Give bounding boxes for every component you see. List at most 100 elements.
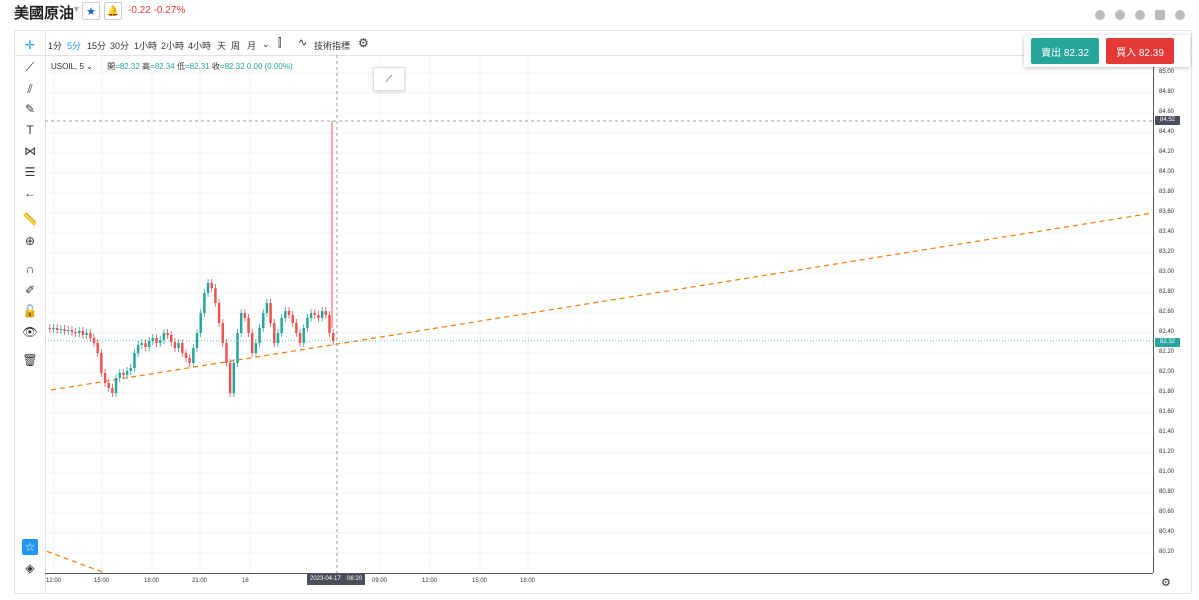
time-tick-label: 18:00 (144, 578, 160, 584)
time-tick-label: 12:00 (46, 578, 62, 584)
brush-icon[interactable]: ✎ (24, 102, 36, 116)
layers-icon[interactable]: ◈ (25, 561, 35, 575)
candle-body (254, 343, 258, 353)
top-bar: 美國原油 ▼ ★ 🔔 -0.22 -0.27% (0, 0, 1199, 24)
price-tick-label: 82.20 (1159, 349, 1175, 355)
candle-body (199, 313, 202, 333)
price-axis[interactable]: 85.00 84.80 84.60 84.40 84.20 84.00 83.80 83.60… (1153, 55, 1191, 573)
candle-body (63, 329, 66, 331)
tf-1h[interactable]: 1小時 (134, 41, 158, 51)
candle-body (225, 343, 228, 363)
candle-body (262, 313, 265, 328)
candle-body (155, 338, 158, 343)
tf-week[interactable]: 周 (231, 41, 241, 51)
price-tick-label: 82.40 (1159, 329, 1175, 335)
pie-chart-icon[interactable] (1095, 10, 1105, 20)
trend-line-icon[interactable]: ⟋ (25, 59, 35, 74)
candle-body (273, 323, 276, 343)
tf-month[interactable]: 月 (247, 41, 257, 51)
settings-icon[interactable]: ⚙ (1161, 577, 1171, 589)
tf-4h[interactable]: 4小時 (188, 41, 212, 51)
lock-icon[interactable]: 🔓 (22, 304, 38, 318)
bell-icon[interactable]: 🔔 (104, 2, 122, 20)
zoom-in-icon[interactable]: ⊕ (24, 234, 36, 248)
crosshair-clock-tag: 06:20 (344, 574, 366, 585)
trash-icon[interactable]: 🗑 (22, 353, 38, 367)
favorite-star-icon[interactable]: ☆ (22, 539, 38, 555)
price-tick-label: 81.80 (1159, 389, 1175, 395)
chevron-down-icon[interactable]: ▼ (72, 4, 81, 14)
tf-30m[interactable]: 30分 (110, 41, 130, 51)
candle-body (280, 318, 283, 333)
candle-body (239, 313, 243, 333)
pitchfork-icon[interactable]: ⫽ (27, 81, 33, 96)
ruler-icon[interactable]: 📏 (22, 212, 38, 226)
candle-body (228, 363, 232, 393)
candle-body (147, 341, 151, 347)
drawing-settings-icon[interactable]: ⟋ (373, 67, 405, 91)
chevron-down-icon[interactable]: ⌄ (83, 62, 93, 71)
tf-2h[interactable]: 2小時 (161, 41, 185, 51)
trend-line-lower (45, 549, 106, 573)
time-tick-label: 15:00 (94, 578, 110, 584)
chevron-down-icon[interactable]: ⌄ (262, 39, 270, 49)
compass-icon[interactable] (1115, 10, 1125, 20)
time-axis[interactable]: 12:00 15:00 18:00 21:00 16 09:00 12:00 15:00 18:… (45, 573, 1153, 592)
fib-icon[interactable]: ☰ (24, 165, 36, 179)
legend-open: =82.32 (115, 62, 140, 71)
candle-body (276, 333, 280, 343)
legend-close-label: 收 (211, 62, 220, 71)
price-tick-label: 84.40 (1159, 129, 1175, 135)
price-tick-label: 83.80 (1159, 189, 1175, 195)
candle-body (295, 323, 298, 333)
price-tick-label: 82.00 (1159, 369, 1175, 375)
info-icon[interactable] (1175, 10, 1185, 20)
pencil-lock-icon[interactable]: ✐ (24, 283, 36, 297)
candle-body (221, 323, 225, 343)
price-change: -0.22 -0.27% (128, 5, 186, 16)
magnet-icon[interactable]: ∩ (25, 262, 35, 276)
candlestick-icon[interactable]: ⫿ (278, 37, 282, 49)
chart-frame: 1分 5分 15分 30分 1小時 2小時 4小時 天 周 月 ⌄ ⫿ ∿ 技術… (14, 30, 1192, 594)
tf-15m[interactable]: 15分 (87, 41, 107, 51)
candle-body (236, 333, 239, 363)
candle-body (214, 288, 217, 303)
candle-body (74, 332, 77, 333)
star-icon[interactable]: ★ (82, 2, 100, 20)
legend-symbol[interactable]: USOIL, 5 (51, 62, 84, 71)
top-right-icons (1095, 10, 1185, 20)
price-tick-label: 82.80 (1159, 289, 1175, 295)
buy-button[interactable]: 買入 82.39 (1106, 38, 1174, 64)
indicators-button[interactable]: 技術指標 (314, 41, 351, 51)
time-tick-label: 21:00 (192, 578, 208, 584)
indicator-icon[interactable]: ∿ (298, 37, 308, 49)
price-chart[interactable] (45, 55, 1153, 573)
gear-icon[interactable]: ⚙ (358, 36, 369, 50)
sell-button[interactable]: 賣出 82.32 (1031, 38, 1099, 64)
candle-body (52, 328, 55, 329)
time-tick-label: 16 (242, 578, 249, 584)
crosshair-icon[interactable]: ✛ (24, 38, 36, 52)
eye-icon[interactable]: 👁 (22, 325, 38, 339)
candle-body (309, 313, 313, 318)
candle-body (48, 328, 52, 329)
time-tick-label: 09:00 (372, 578, 388, 584)
price-tick-label: 83.20 (1159, 249, 1175, 255)
candle-body (89, 333, 92, 338)
tf-5m[interactable]: 5分 (67, 41, 82, 51)
navigate-icon[interactable] (1135, 10, 1145, 20)
pattern-icon[interactable]: ⋈ (24, 144, 36, 158)
tf-day[interactable]: 天 (217, 41, 227, 51)
candle-body (55, 328, 59, 330)
tf-1m[interactable]: 1分 (48, 41, 63, 51)
candle-body (166, 333, 169, 335)
back-arrow-icon[interactable]: ← (24, 186, 36, 200)
candle-body (320, 311, 324, 318)
candle-body (136, 345, 140, 353)
candle-body (328, 315, 331, 333)
candle-body (331, 333, 335, 341)
text-icon[interactable]: T (26, 123, 34, 137)
calendar-icon[interactable] (1155, 10, 1165, 20)
candle-body (144, 343, 147, 347)
candle-body (114, 378, 118, 393)
